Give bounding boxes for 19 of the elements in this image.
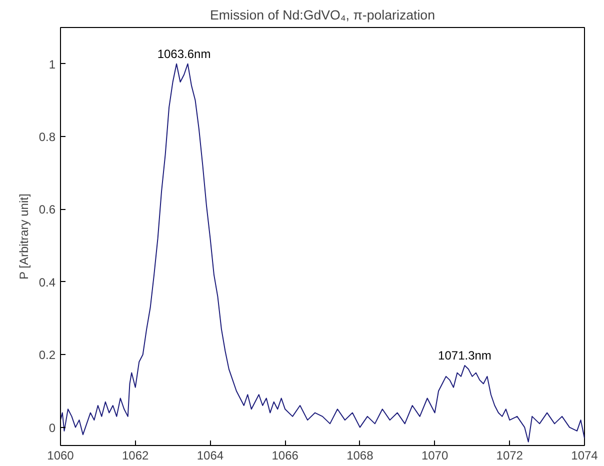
x-tick-label: 1064: [196, 448, 224, 462]
chart-title: Emission of Nd:GdVO₄, π-polarization: [210, 8, 436, 22]
y-tick-label: 0.8: [38, 130, 56, 144]
y-tick-label: 0.6: [38, 202, 56, 217]
x-tick-label: 1062: [122, 448, 150, 462]
y-tick-label: 0.4: [38, 275, 56, 290]
annotation: 1071.3nm: [438, 348, 492, 363]
x-tick-label: 1070: [421, 448, 448, 462]
annotation: 1063.6nm: [157, 46, 211, 61]
x-tick-label: 1072: [496, 448, 524, 462]
y-tick-label: 0.2: [38, 348, 56, 362]
y-tick-label: 1: [48, 57, 56, 72]
x-tick-label: 1060: [47, 448, 74, 462]
x-tick-label: 1068: [346, 448, 374, 462]
line-series: [60, 63, 584, 442]
x-tick-label: 1074: [571, 448, 598, 462]
y-axis-title: P [Arbitrary unit]: [16, 194, 31, 280]
x-tick-label: 1066: [272, 448, 299, 462]
y-tick-label: 0: [48, 420, 56, 435]
